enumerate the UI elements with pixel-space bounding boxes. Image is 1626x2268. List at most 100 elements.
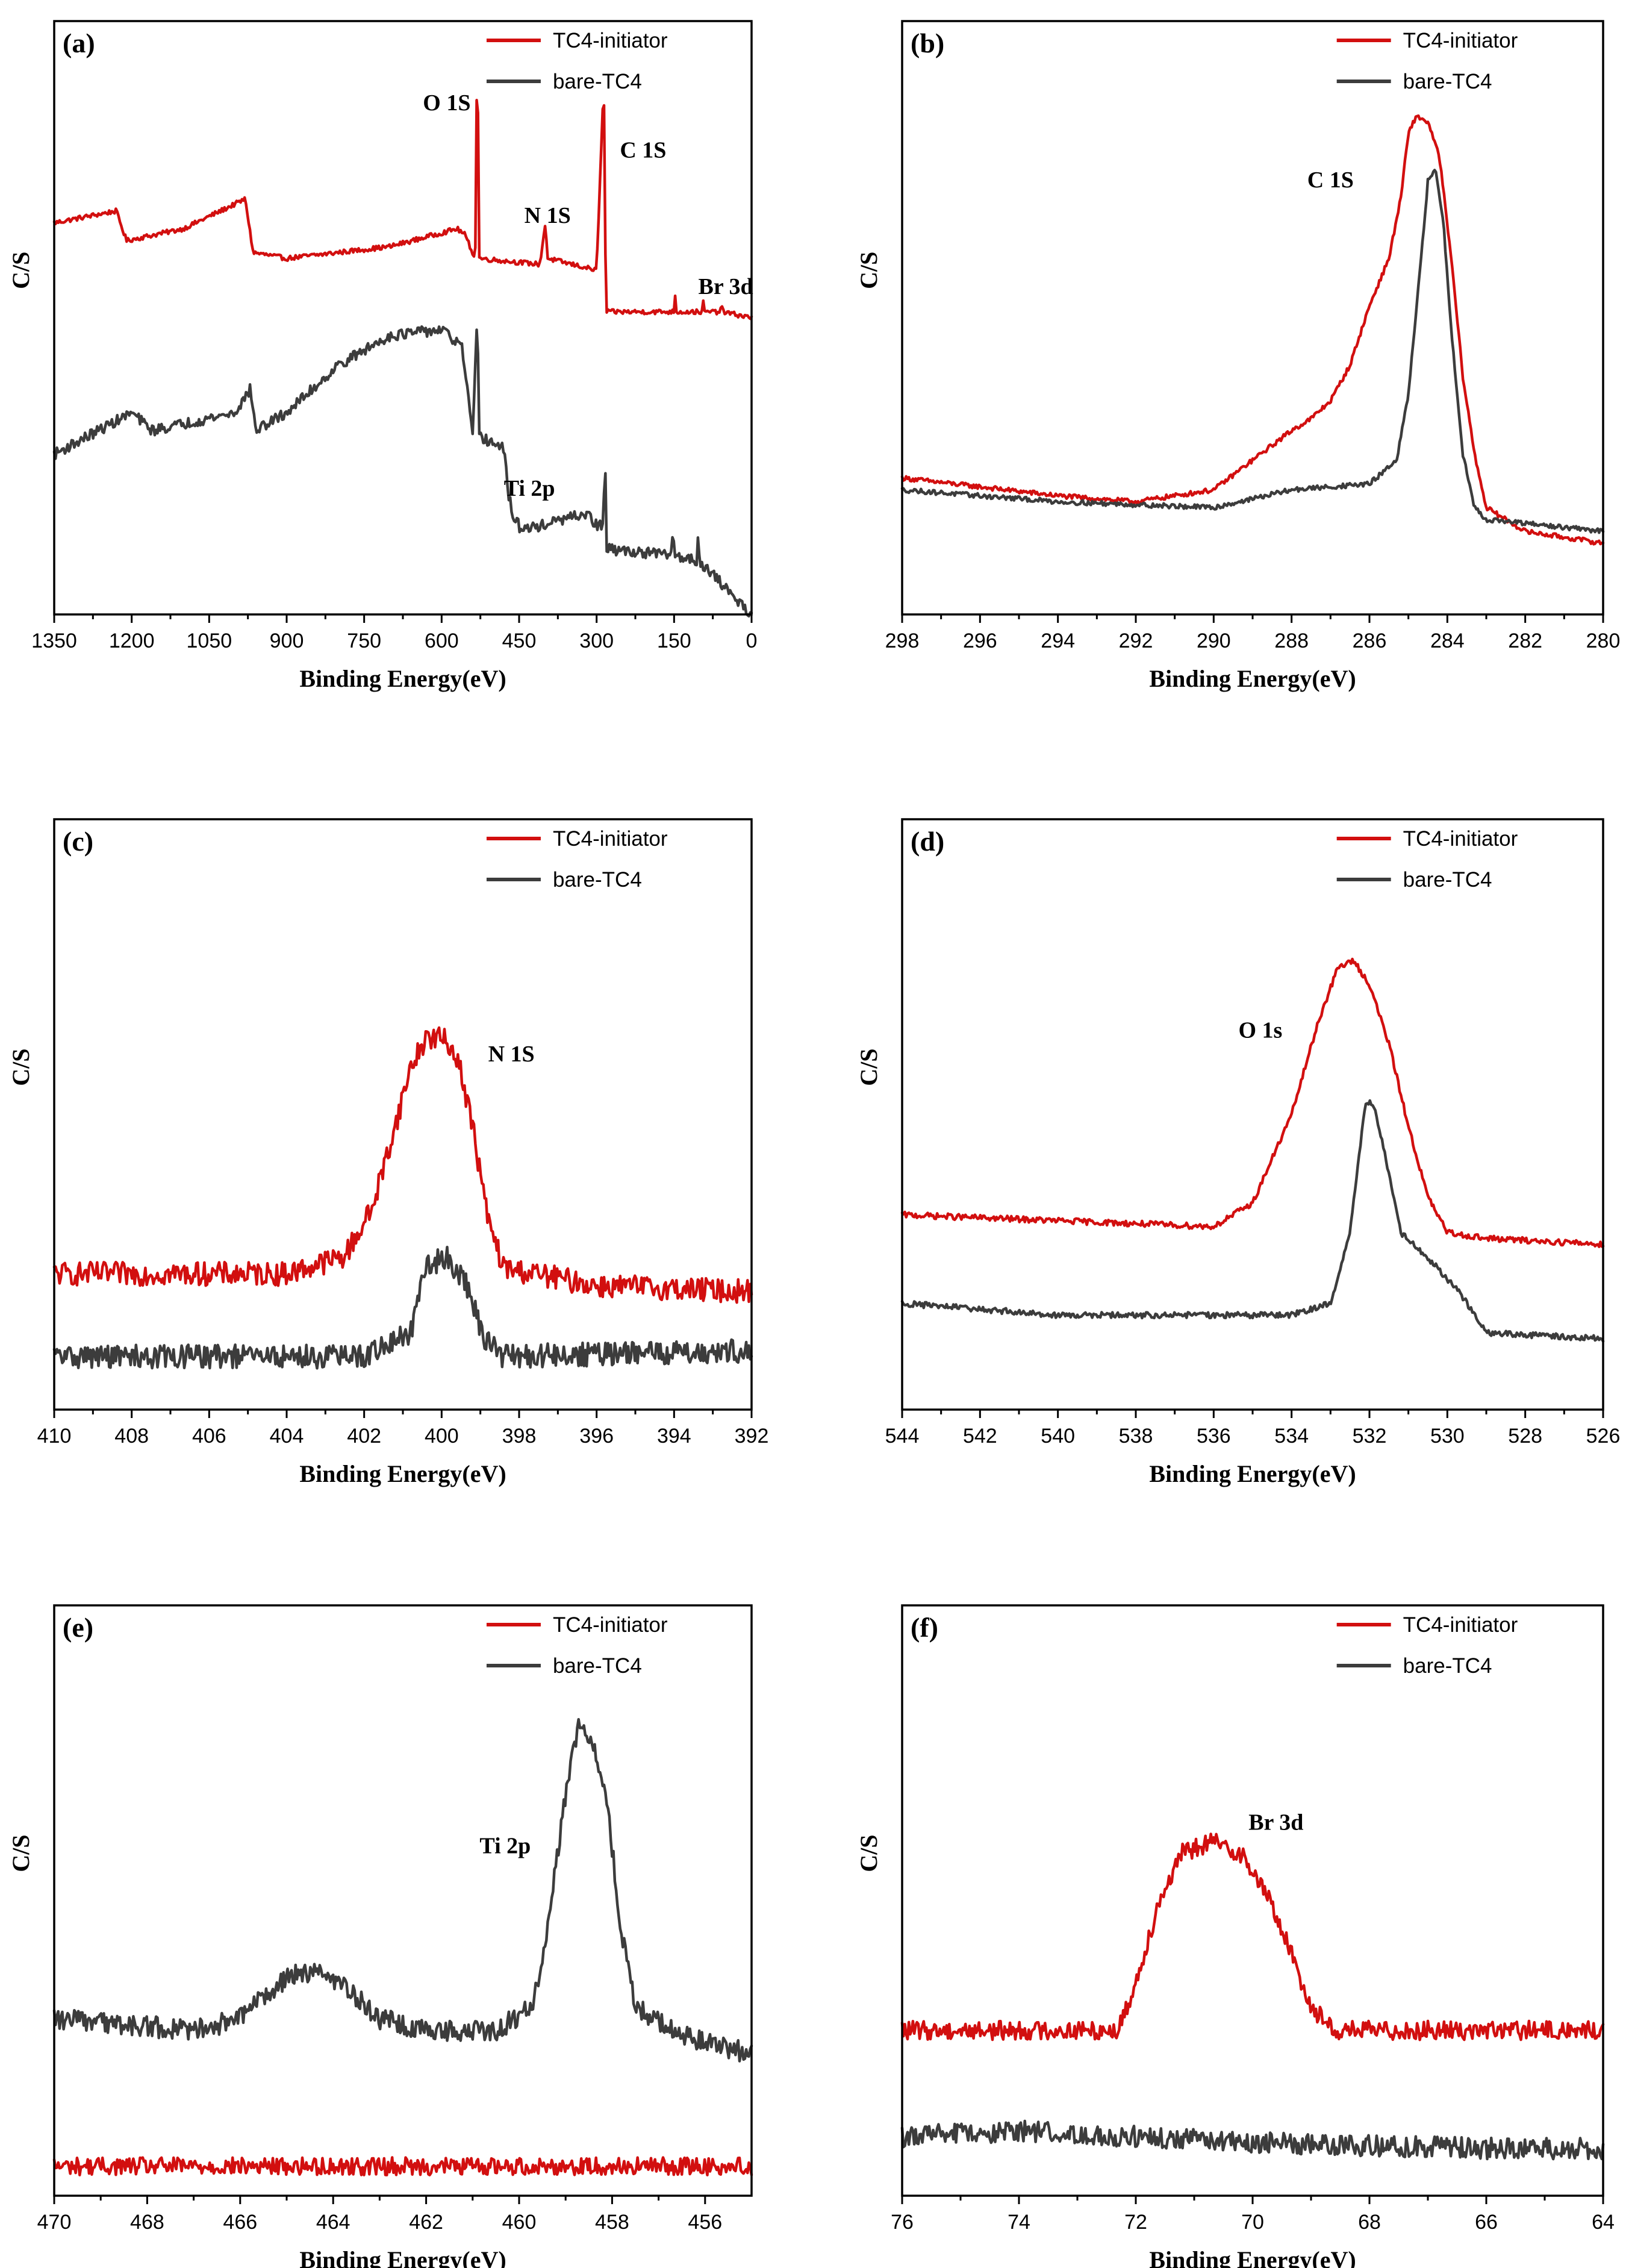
series-bare-tc4-line: [52, 1717, 753, 2063]
x-tick-label: 0: [746, 629, 758, 652]
series-tc4-initiator-line: [900, 957, 1605, 1248]
x-tick-label: 66: [1475, 2211, 1498, 2234]
plot-frame: [901, 20, 1604, 616]
x-tick-label: 64: [1592, 2211, 1615, 2234]
legend-label: bare-TC4: [553, 70, 642, 93]
x-tick-label: 464: [316, 2211, 350, 2234]
x-tick-label: 294: [1041, 629, 1075, 652]
legend-label: TC4-initiator: [553, 1613, 668, 1637]
x-tick-label: 70: [1241, 2211, 1264, 2234]
x-tick-label: 76: [891, 2211, 914, 2234]
y-axis-label: C/S: [855, 1834, 882, 1872]
panel-c: 410 408 406 404 402 400 398 396 394 392 Binding En…: [7, 818, 769, 1487]
series-tc4-initiator-line: [900, 1832, 1605, 2042]
x-tick-label: 470: [37, 2211, 72, 2234]
peak-annotation: Br 3d: [1248, 1810, 1303, 1835]
x-tick-label: 1350: [31, 629, 77, 652]
x-tick-label: 750: [347, 629, 381, 652]
x-tick-label: 456: [688, 2211, 722, 2234]
panel-label: (c): [63, 826, 93, 857]
panel-a: 1350 1200 1050 900 750 600 450 300 150 0 Binding E…: [7, 20, 758, 692]
series-bare-tc4-line: [52, 1245, 753, 1370]
legend-label: TC4-initiator: [553, 827, 668, 851]
panel-label: (a): [63, 28, 95, 58]
x-tick-label: 280: [1586, 629, 1621, 652]
x-axis-label: Binding Energy(eV): [1149, 2246, 1356, 2268]
x-tick-label: 150: [657, 629, 691, 652]
plot-frame: [53, 1604, 753, 2197]
plot-frame: [901, 1604, 1604, 2197]
plot-frame: [53, 20, 753, 616]
x-tick-label: 900: [270, 629, 304, 652]
y-axis-label: C/S: [855, 1048, 882, 1086]
panel-label: (f): [911, 1612, 938, 1643]
x-axis-label: Binding Energy(eV): [1149, 665, 1356, 692]
legend-label: bare-TC4: [553, 868, 642, 892]
x-tick-label: 536: [1197, 1425, 1231, 1448]
peak-annotation: C 1S: [1307, 167, 1354, 193]
legend-label: TC4-initiator: [1403, 827, 1518, 851]
x-tick-label: 290: [1197, 629, 1231, 652]
x-tick-label: 1050: [187, 629, 232, 652]
x-tick-label: 402: [347, 1425, 381, 1448]
x-tick-label: 72: [1124, 2211, 1147, 2234]
x-tick-label: 460: [502, 2211, 537, 2234]
panel-d: 544 542 540 538 536 534 532 530 528 526 Binding En…: [855, 818, 1620, 1487]
y-axis-label: C/S: [855, 252, 882, 289]
x-tick-label: 296: [963, 629, 997, 652]
x-tick-label: 298: [885, 629, 920, 652]
x-tick-label: 538: [1119, 1425, 1153, 1448]
series-bare-tc4-line: [900, 1099, 1605, 1343]
x-axis-label: Binding Energy(eV): [299, 665, 506, 692]
x-tick-label: 400: [425, 1425, 459, 1448]
series-tc4-initiator-line: [52, 1026, 753, 1304]
x-tick-label: 392: [735, 1425, 769, 1448]
x-tick-label: 450: [502, 629, 537, 652]
x-tick-label: 532: [1353, 1425, 1387, 1448]
x-tick-label: 396: [579, 1425, 614, 1448]
legend-label: bare-TC4: [1403, 868, 1492, 892]
peak-annotation: C 1S: [620, 138, 666, 163]
x-tick-label: 410: [37, 1425, 72, 1448]
plot-frame: [53, 818, 753, 1411]
y-axis-label: C/S: [7, 1048, 34, 1086]
x-tick-label: 292: [1119, 629, 1153, 652]
peak-annotation: Br 3d: [699, 274, 753, 299]
x-tick-label: 408: [114, 1425, 149, 1448]
x-tick-label: 68: [1358, 2211, 1381, 2234]
peak-annotation: Ti 2p: [479, 1834, 531, 1859]
y-axis-label: C/S: [7, 252, 34, 289]
x-tick-label: 300: [579, 629, 614, 652]
series-bare-tc4-line: [52, 325, 753, 618]
x-axis-label: Binding Energy(eV): [299, 1460, 506, 1487]
x-tick-label: 534: [1274, 1425, 1309, 1448]
x-tick-label: 542: [963, 1425, 997, 1448]
y-axis-label: C/S: [7, 1834, 34, 1872]
series-tc4-initiator-line: [52, 99, 753, 320]
panel-e: 470 468 466 464 462 460 458 456 Binding Energy(e…: [7, 1604, 753, 2268]
x-tick-label: 468: [130, 2211, 164, 2234]
panel-label: (d): [911, 826, 944, 857]
panel-b: 298 296 294 292 290 288 286 284 282 280 Binding En…: [855, 20, 1621, 692]
peak-annotation: N 1S: [488, 1042, 535, 1067]
x-tick-label: 282: [1508, 629, 1542, 652]
legend-label: bare-TC4: [1403, 70, 1492, 93]
x-tick-label: 404: [270, 1425, 304, 1448]
x-tick-label: 406: [192, 1425, 226, 1448]
legend-label: TC4-initiator: [553, 29, 668, 52]
legend-label: TC4-initiator: [1403, 1613, 1518, 1637]
x-tick-label: 458: [595, 2211, 629, 2234]
x-tick-label: 544: [885, 1425, 920, 1448]
panel-label: (e): [63, 1612, 93, 1643]
peak-annotation: O 1S: [423, 90, 470, 116]
x-tick-label: 466: [223, 2211, 257, 2234]
panel-f: 76 74 72 70 68 66 64 Binding Energy(eV) C/S (f) TC…: [855, 1604, 1615, 2268]
x-axis-label: Binding Energy(eV): [299, 2246, 506, 2268]
series-tc4-initiator-line: [52, 2156, 753, 2176]
x-tick-label: 530: [1430, 1425, 1465, 1448]
plot-frame: [901, 818, 1604, 1411]
x-tick-label: 288: [1274, 629, 1309, 652]
series-bare-tc4-line: [900, 169, 1605, 534]
legend-label: bare-TC4: [1403, 1654, 1492, 1678]
